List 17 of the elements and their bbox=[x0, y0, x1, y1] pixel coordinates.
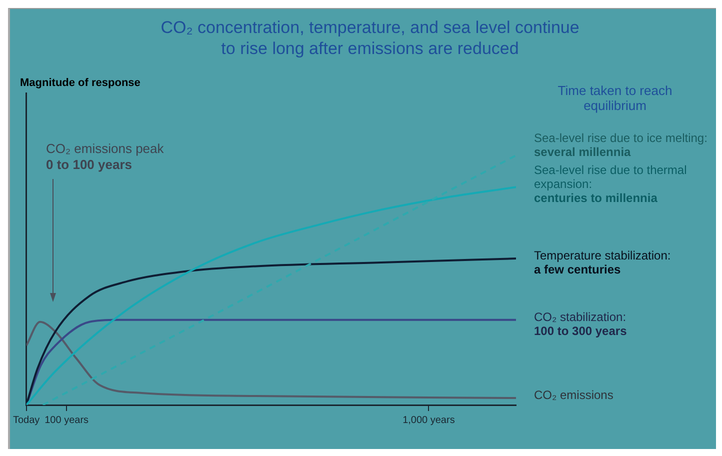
x-tick-label: Today bbox=[13, 414, 40, 426]
series-label: CO₂ emissions bbox=[534, 388, 614, 402]
text: centuries to millennia bbox=[534, 191, 658, 206]
annotation: 0 to 100 years bbox=[46, 157, 134, 173]
series-label: Sea-level rise due to thermal expansion: bbox=[534, 163, 687, 192]
x-tick-label: 100 years bbox=[44, 414, 89, 426]
text: a few centuries bbox=[534, 262, 622, 276]
chart-title: CO₂ concentration, temperature, and sea level continue to rise long after emissions are reduced bbox=[160, 17, 580, 59]
series-label: Sea-level rise due to ice melting: bbox=[534, 131, 708, 146]
x-tick-label: 1,000 years bbox=[402, 414, 455, 426]
text: 100 to 300 years bbox=[534, 324, 628, 338]
annotation: CO₂ emissions peak bbox=[46, 141, 164, 157]
legend-title: Time taken to reach equilibrium bbox=[556, 83, 674, 113]
text: Magnitude of response bbox=[20, 77, 140, 89]
series-label: Temperature stabilization: bbox=[534, 248, 671, 262]
text: several millennia bbox=[534, 145, 632, 160]
series-label: CO₂ stabilization: bbox=[534, 310, 626, 324]
